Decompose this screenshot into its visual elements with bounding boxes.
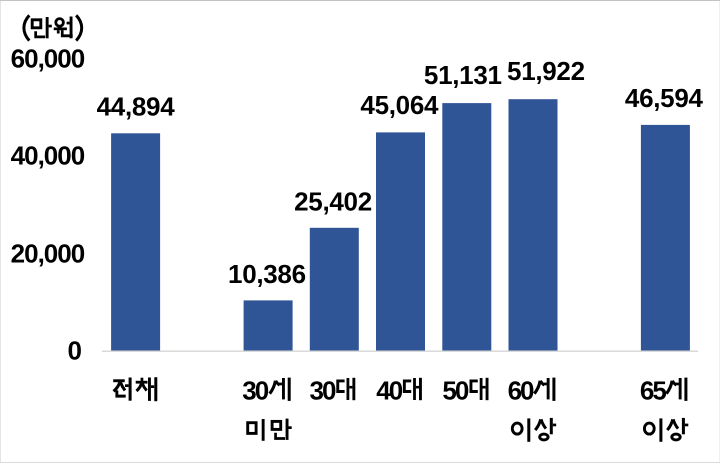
svg-text:40: 40	[376, 375, 402, 405]
svg-text:60,000: 60,000	[11, 44, 85, 74]
svg-text:45,064: 45,064	[360, 90, 439, 120]
svg-text:46,594: 46,594	[625, 83, 704, 113]
svg-text:30: 30	[310, 375, 336, 405]
svg-text:51,131: 51,131	[424, 60, 502, 90]
svg-text:0: 0	[68, 336, 82, 366]
svg-text:10,386: 10,386	[228, 259, 306, 289]
svg-text:60: 60	[508, 375, 534, 405]
svg-text:25,402: 25,402	[294, 186, 372, 216]
svg-text:20,000: 20,000	[11, 239, 85, 269]
svg-text:44,894: 44,894	[97, 92, 176, 122]
svg-text:40,000: 40,000	[11, 141, 85, 171]
svg-text:65: 65	[640, 375, 666, 405]
svg-text:30: 30	[242, 375, 268, 405]
svg-text:51,922: 51,922	[507, 56, 585, 86]
svg-text:50: 50	[442, 375, 468, 405]
